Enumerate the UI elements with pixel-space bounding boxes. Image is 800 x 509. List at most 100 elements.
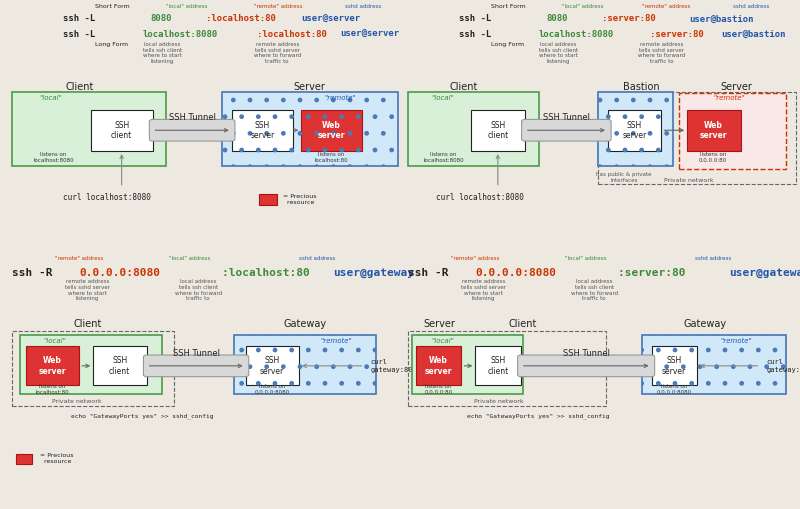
Text: SSH
server: SSH server bbox=[622, 121, 646, 140]
FancyBboxPatch shape bbox=[150, 120, 235, 141]
Text: Private network: Private network bbox=[474, 400, 524, 404]
Text: remote address
tells sshd server
where to forward
traffic to: remote address tells sshd server where t… bbox=[638, 42, 685, 64]
Text: SSH
client: SSH client bbox=[487, 356, 509, 376]
Text: SSH Tunnel: SSH Tunnel bbox=[173, 350, 219, 358]
Bar bbox=[93, 347, 146, 385]
Bar bbox=[232, 109, 293, 151]
Text: sshd address: sshd address bbox=[733, 4, 769, 9]
Text: Client: Client bbox=[509, 319, 537, 329]
Text: SSH
server: SSH server bbox=[250, 121, 274, 140]
Text: = Precious
  resource: = Precious resource bbox=[283, 194, 317, 205]
Text: Gateway: Gateway bbox=[283, 319, 326, 329]
Text: has public & private
interfaces: has public & private interfaces bbox=[596, 172, 651, 183]
Text: listens on
localhost:80: listens on localhost:80 bbox=[35, 384, 69, 394]
Text: :localhost:80: :localhost:80 bbox=[258, 30, 333, 39]
Text: SSH
client: SSH client bbox=[111, 121, 132, 140]
Text: ssh -R: ssh -R bbox=[408, 268, 455, 277]
Bar bbox=[222, 92, 398, 166]
Text: user@bastion: user@bastion bbox=[689, 14, 754, 23]
Text: user@server: user@server bbox=[341, 30, 400, 39]
Text: sshd address: sshd address bbox=[345, 4, 381, 9]
Text: "remote": "remote" bbox=[325, 95, 357, 101]
Text: = Precious
  resource: = Precious resource bbox=[40, 453, 73, 464]
Bar bbox=[471, 109, 525, 151]
Text: remote address
tells sshd server
where to start
listening: remote address tells sshd server where t… bbox=[461, 279, 506, 301]
Bar bbox=[222, 92, 398, 166]
Text: gateway:8080: gateway:8080 bbox=[766, 367, 800, 374]
Text: "remote" address: "remote" address bbox=[451, 256, 499, 261]
Text: 0.0.0.0:8080: 0.0.0.0:8080 bbox=[475, 268, 556, 277]
Text: curl localhost:8080: curl localhost:8080 bbox=[63, 193, 151, 202]
Text: Long Form: Long Form bbox=[491, 42, 524, 47]
Text: "remote": "remote" bbox=[713, 95, 745, 101]
FancyBboxPatch shape bbox=[518, 355, 654, 377]
Text: localhost:8080: localhost:8080 bbox=[142, 30, 218, 39]
Text: Short Form: Short Form bbox=[491, 4, 526, 9]
Text: "local": "local" bbox=[44, 338, 66, 345]
Text: "remote": "remote" bbox=[321, 338, 353, 345]
Text: listens on
localhost:80: listens on localhost:80 bbox=[314, 152, 348, 163]
Bar bbox=[412, 335, 523, 394]
Text: "local": "local" bbox=[432, 95, 454, 101]
Text: SSH
client: SSH client bbox=[109, 356, 130, 376]
Text: 8080: 8080 bbox=[150, 14, 172, 23]
Text: :server:80: :server:80 bbox=[618, 268, 692, 277]
Bar bbox=[234, 335, 376, 394]
Bar bbox=[679, 93, 786, 169]
Text: curl localhost:8080: curl localhost:8080 bbox=[436, 193, 523, 202]
Bar bbox=[598, 92, 796, 184]
Text: Web
server: Web server bbox=[318, 121, 346, 140]
Bar bbox=[12, 331, 174, 406]
Bar bbox=[20, 335, 162, 394]
Bar bbox=[408, 331, 606, 406]
Text: local address
tells ssh client
where to start
listening: local address tells ssh client where to … bbox=[143, 42, 182, 64]
Bar bbox=[598, 92, 674, 166]
Text: Bastion: Bastion bbox=[623, 82, 660, 92]
Text: "remote": "remote" bbox=[721, 338, 753, 345]
Text: listens on
localhost:8080: listens on localhost:8080 bbox=[423, 152, 464, 163]
Bar bbox=[608, 109, 662, 151]
Bar bbox=[475, 347, 521, 385]
Text: curl: curl bbox=[370, 358, 387, 364]
Text: Client: Client bbox=[73, 319, 102, 329]
Text: "local" address: "local" address bbox=[166, 4, 208, 9]
Text: Private network: Private network bbox=[53, 400, 102, 404]
Bar bbox=[26, 347, 79, 385]
Text: "remote" address: "remote" address bbox=[642, 4, 690, 9]
Text: "local" address: "local" address bbox=[562, 4, 604, 9]
Text: Web
server: Web server bbox=[425, 356, 452, 376]
Text: "remote" address: "remote" address bbox=[55, 256, 103, 261]
Text: curl: curl bbox=[766, 358, 783, 364]
Text: Server: Server bbox=[293, 82, 325, 92]
Text: "local" address: "local" address bbox=[170, 256, 211, 261]
Text: SSH Tunnel: SSH Tunnel bbox=[562, 350, 610, 358]
Text: 0.0.0.0:8080: 0.0.0.0:8080 bbox=[79, 268, 160, 277]
Bar bbox=[408, 92, 538, 166]
Text: ssh -L: ssh -L bbox=[459, 14, 497, 23]
Text: Web
server: Web server bbox=[38, 356, 66, 376]
Text: Web
server: Web server bbox=[700, 121, 727, 140]
Text: SSH
server: SSH server bbox=[260, 356, 284, 376]
Text: Client: Client bbox=[65, 82, 94, 92]
Text: local address
tells ssh client
where to start
listening: local address tells ssh client where to … bbox=[539, 42, 578, 64]
Text: user@gateway: user@gateway bbox=[333, 268, 414, 277]
Bar bbox=[651, 347, 697, 385]
Text: Long Form: Long Form bbox=[95, 42, 128, 47]
Text: user@bastion: user@bastion bbox=[721, 30, 786, 39]
Text: "local" address: "local" address bbox=[566, 256, 607, 261]
Bar bbox=[12, 92, 166, 166]
Text: :localhost:80: :localhost:80 bbox=[206, 14, 282, 23]
Bar bbox=[234, 335, 376, 394]
Text: listens on
localhost:8080: listens on localhost:8080 bbox=[34, 152, 74, 163]
Text: listens on
0.0.0.0:8080: listens on 0.0.0.0:8080 bbox=[657, 384, 692, 394]
Bar bbox=[416, 347, 462, 385]
Text: local address
tells ssh client
where to forward
traffic to: local address tells ssh client where to … bbox=[570, 279, 618, 301]
Bar bbox=[246, 347, 299, 385]
Text: ssh -L: ssh -L bbox=[459, 30, 497, 39]
Bar bbox=[301, 109, 362, 151]
Text: "local": "local" bbox=[40, 95, 62, 101]
Text: local address
tells ssh client
where to forward
traffic to: local address tells ssh client where to … bbox=[174, 279, 222, 301]
Text: Private network: Private network bbox=[664, 178, 714, 183]
Text: gateway:8080: gateway:8080 bbox=[370, 367, 422, 374]
Text: ssh -L: ssh -L bbox=[63, 30, 101, 39]
